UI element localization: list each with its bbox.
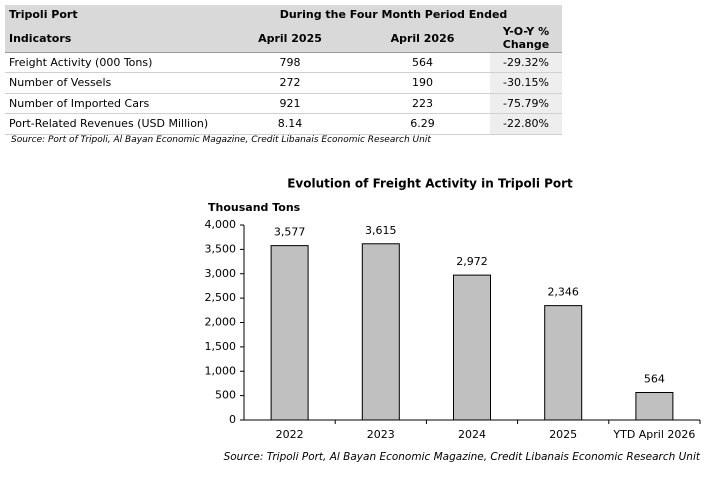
table-cell: Number of Imported Cars — [5, 93, 225, 114]
table-cell: 272 — [225, 72, 355, 94]
table-title: Tripoli Port — [5, 5, 225, 25]
table-cell: April 2025 — [225, 24, 355, 53]
y-tick-label: 1,000 — [205, 364, 237, 377]
y-tick-label: 3,000 — [205, 267, 237, 280]
bar — [361, 243, 400, 421]
table-cell: -29.32% — [490, 52, 563, 73]
table-cell: -75.79% — [490, 93, 563, 114]
table-header-row: Indicators April 2025 April 2026 Y-O-Y % Ch… — [5, 24, 563, 53]
y-tick-label: 0 — [229, 413, 236, 426]
table-cell: April 2026 — [355, 24, 490, 53]
table-cell: Port-Related Revenues (USD Million) — [5, 113, 225, 135]
x-tick-label: 2023 — [367, 428, 395, 441]
bar — [270, 245, 309, 421]
table-cell: Indicators — [5, 24, 225, 53]
table-period: During the Four Month Period Ended — [225, 5, 563, 25]
table-cell: 798 — [225, 52, 355, 73]
value-label: 2,972 — [456, 255, 488, 268]
table-cell: Y-O-Y % Change — [490, 24, 563, 53]
table-source: Source: Port of Tripoli, Al Bayan Econom… — [11, 135, 431, 145]
chart-source: Source: Tripoli Port, Al Bayan Economic … — [224, 451, 701, 463]
table-row: Number of Imported Cars 921 223 -75.79% — [5, 93, 563, 114]
x-tick-label: 2025 — [549, 428, 577, 441]
table-cell: Number of Vessels — [5, 72, 225, 94]
value-label: 2,346 — [547, 286, 579, 299]
table-row: Freight Activity (000 Tons) 798 564 -29.32% — [5, 52, 563, 73]
table-title-row: Tripoli Port During the Four Month Perio… — [5, 5, 563, 25]
data-table: Tripoli Port During the Four Month Perio… — [5, 5, 563, 135]
table-cell: 8.14 — [225, 113, 355, 135]
y-tick-label: 2,000 — [205, 316, 237, 329]
y-tick-label: 2,500 — [205, 291, 237, 304]
value-label: 3,577 — [274, 226, 306, 239]
table-cell: 190 — [355, 72, 490, 94]
bar — [453, 274, 491, 421]
table-cell: -30.15% — [490, 72, 563, 94]
bar — [544, 305, 583, 421]
table-row: Port-Related Revenues (USD Million) 8.14 6… — [5, 113, 563, 135]
x-tick-label: 2024 — [458, 428, 486, 441]
value-label: 564 — [644, 373, 665, 386]
table-cell: 921 — [225, 93, 355, 114]
table-cell: Freight Activity (000 Tons) — [5, 52, 225, 73]
bar — [635, 392, 674, 421]
y-axis-label: Thousand Tons — [208, 201, 301, 214]
x-tick-label: YTD April 2026 — [612, 428, 695, 441]
y-tick-label: 4,000 — [205, 218, 237, 231]
table-row: Number of Vessels 272 190 -30.15% — [5, 72, 563, 94]
chart-title: Evolution of Freight Activity in Tripoli… — [287, 177, 573, 191]
table-cell: 564 — [355, 52, 490, 73]
y-tick-label: 3,500 — [205, 242, 237, 255]
y-tick-label: 500 — [215, 389, 236, 402]
table-cell: -22.80% — [490, 113, 563, 135]
x-tick-label: 2022 — [276, 428, 304, 441]
value-label: 3,615 — [365, 224, 397, 237]
table-cell: 223 — [355, 93, 490, 114]
table-cell: 6.29 — [355, 113, 490, 135]
y-tick-label: 1,500 — [205, 340, 237, 353]
